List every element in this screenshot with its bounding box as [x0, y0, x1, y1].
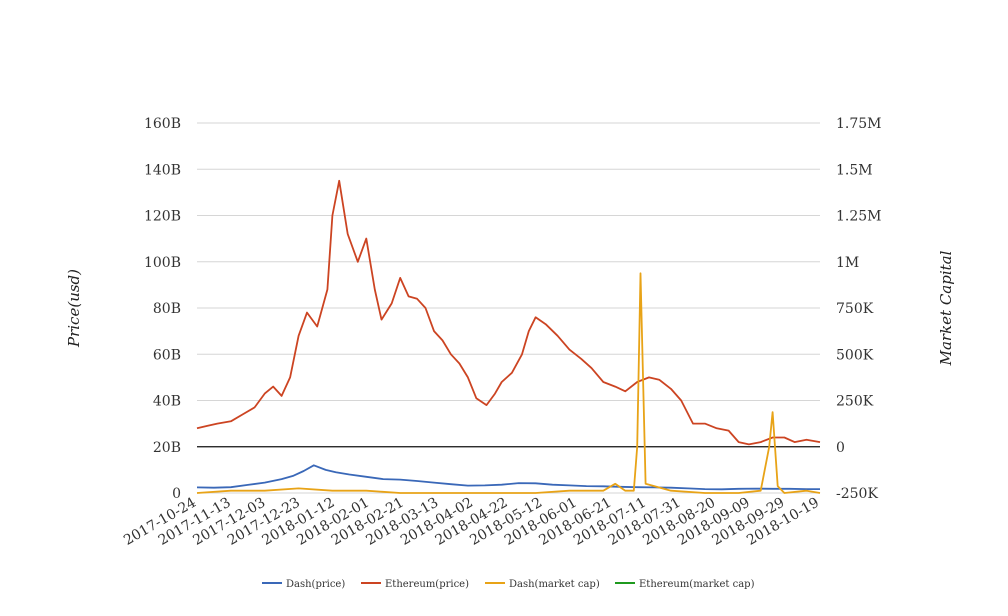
right-tick-label: 0	[836, 440, 845, 456]
right-tick-label: 1.5M	[836, 162, 873, 178]
left-tick-label: 80B	[153, 301, 181, 317]
left-tick-label: 160B	[144, 116, 181, 132]
legend: Dash(price) Ethereum(price) Dash(market ca…	[262, 579, 755, 590]
left-tick-label: 20B	[153, 440, 181, 456]
right-tick-label: 250K	[836, 394, 874, 410]
right-tick-label: 750K	[836, 301, 874, 317]
legend-label: Ethereum(price)	[385, 579, 469, 590]
left-axis-ticks: 0 20B 40B 60B 80B 100B 120B 140B 160B	[144, 116, 181, 502]
right-tick-label: 1.25M	[836, 209, 882, 225]
right-tick-label: 1M	[836, 255, 859, 271]
right-tick-label: -250K	[836, 486, 878, 502]
legend-label: Ethereum(market cap)	[639, 579, 755, 590]
right-axis-ticks: -250K 0 250K 500K 750K 1M 1.25M 1.5M 1.75M	[836, 116, 882, 502]
left-axis-title: Price(usd)	[65, 269, 83, 348]
left-tick-label: 140B	[144, 162, 181, 178]
series-line-dash-price	[196, 464, 820, 491]
series-line-ethereum-price	[196, 179, 821, 446]
left-tick-label: 40B	[153, 394, 181, 410]
left-tick-label: 60B	[153, 347, 181, 363]
left-tick-label: 100B	[144, 255, 181, 271]
legend-label: Dash(market cap)	[509, 579, 600, 590]
left-tick-label: 120B	[144, 209, 181, 225]
gridlines	[197, 122, 820, 494]
left-tick-label: 0	[172, 486, 181, 502]
right-tick-label: 1.75M	[836, 116, 882, 132]
right-tick-label: 500K	[836, 347, 874, 363]
series-lines	[196, 179, 821, 494]
x-axis-ticks: 2017-10-242017-11-132017-12-032017-12-23…	[121, 495, 822, 549]
series-line-dash-market-cap	[196, 272, 821, 494]
legend-label: Dash(price)	[286, 579, 345, 590]
right-axis-title: Market Capital	[937, 250, 955, 366]
